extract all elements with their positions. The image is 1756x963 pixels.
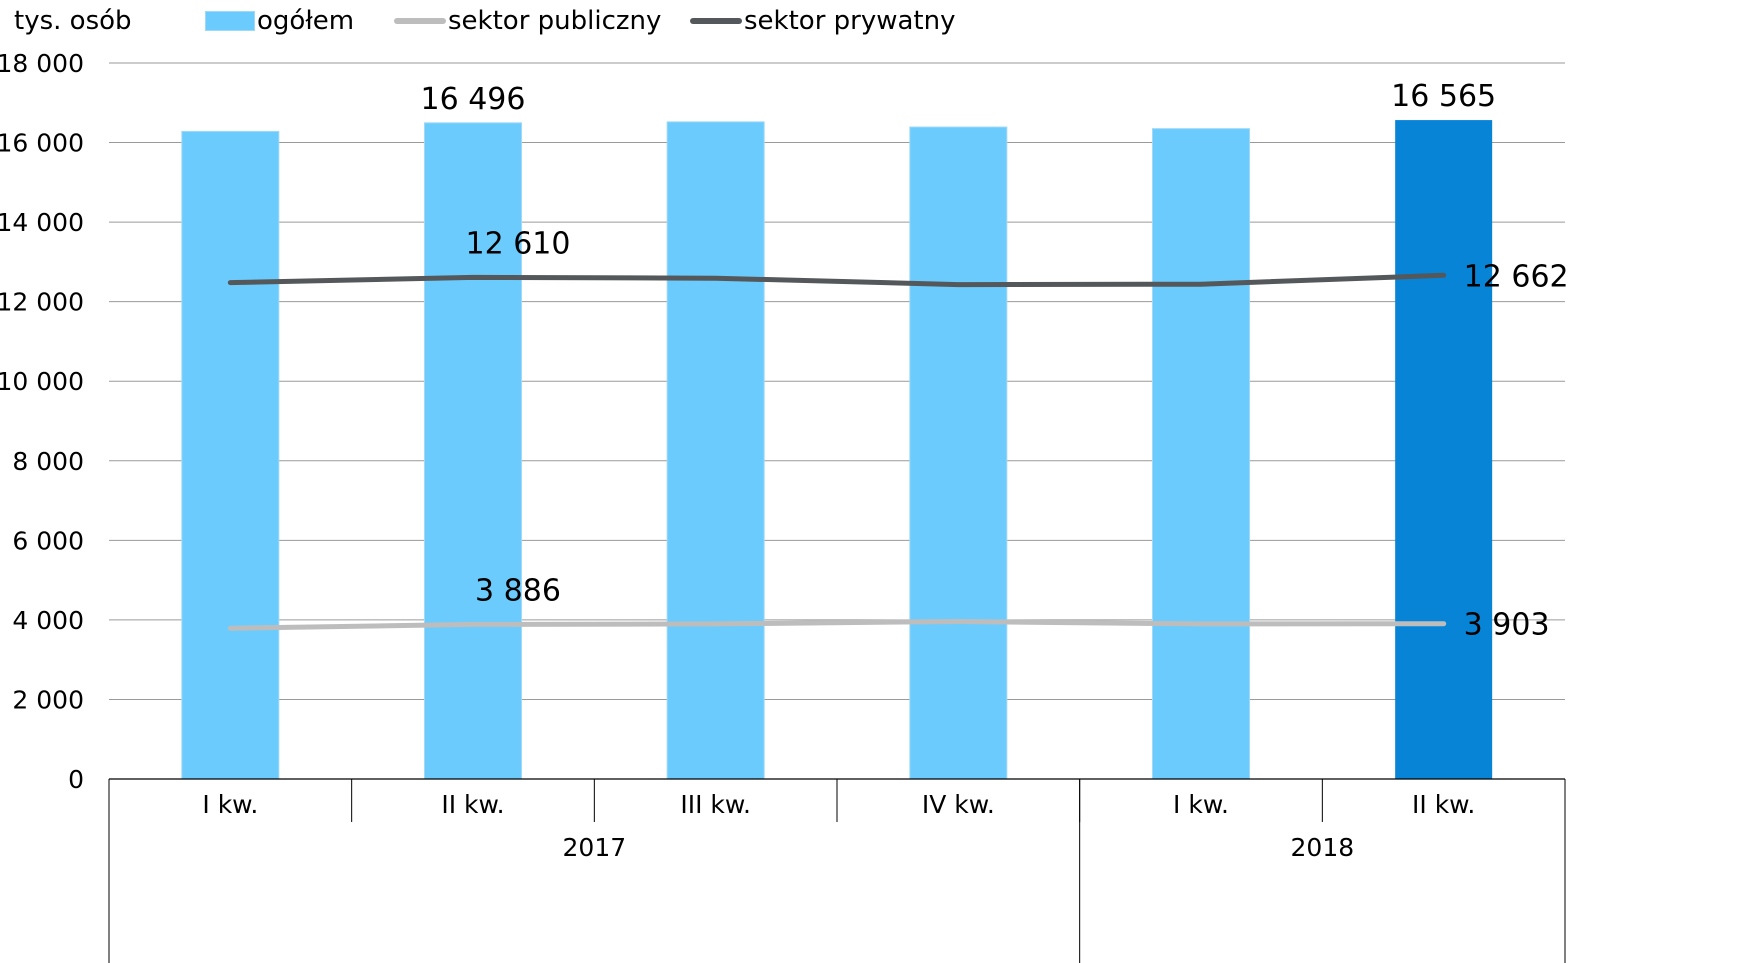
legend-item-ogolem: ogółem	[205, 6, 354, 36]
legend-label: ogółem	[257, 6, 355, 36]
data-label: 12 610	[466, 226, 571, 261]
series-line	[227, 619, 1447, 631]
bar	[181, 130, 280, 780]
bar	[909, 126, 1008, 780]
data-label: 3 903	[1464, 608, 1550, 643]
data-label: 16 565	[1391, 79, 1496, 114]
x-group-label: 2018	[1291, 833, 1355, 862]
x-tick-label: II kw.	[441, 790, 504, 819]
legend-item-sektor-prywatny: sektor prywatny	[690, 6, 956, 36]
x-tick-label: IV kw.	[922, 790, 995, 819]
y-tick-label: 14 000	[0, 208, 84, 237]
data-label: 3 886	[475, 573, 561, 608]
y-tick-label: 6 000	[12, 526, 84, 555]
data-label: 12 662	[1464, 259, 1569, 294]
legend-label: sektor prywatny	[744, 6, 956, 36]
series-line	[227, 272, 1447, 288]
y-tick-label: 0	[68, 765, 84, 794]
y-tick-label: 8 000	[12, 447, 84, 476]
bar	[424, 122, 522, 780]
data-label: 16 496	[421, 82, 526, 117]
y-tick-label: 4 000	[12, 606, 84, 635]
bar	[1395, 120, 1493, 779]
x-tick-label: II kw.	[1412, 790, 1475, 819]
x-group-label: 2017	[563, 833, 627, 862]
legend-item-sektor-publiczny: sektor publiczny	[394, 6, 661, 36]
y-tick-label: 2 000	[12, 685, 84, 714]
x-tick-label: I kw.	[1173, 790, 1229, 819]
bar	[666, 121, 765, 780]
y-tick-label: 10 000	[0, 367, 84, 396]
legend-swatch-line	[690, 18, 742, 24]
y-unit-label: tys. osób	[14, 6, 132, 36]
y-tick-label: 18 000	[0, 49, 84, 78]
legend-label: sektor publiczny	[448, 6, 662, 36]
bar	[1152, 128, 1250, 780]
y-tick-label: 12 000	[0, 288, 84, 317]
legend-swatch-line	[394, 18, 446, 24]
legend-swatch-bar	[205, 11, 255, 31]
y-tick-label: 16 000	[0, 129, 84, 158]
x-tick-label: III kw.	[680, 790, 751, 819]
x-tick-label: I kw.	[202, 790, 258, 819]
